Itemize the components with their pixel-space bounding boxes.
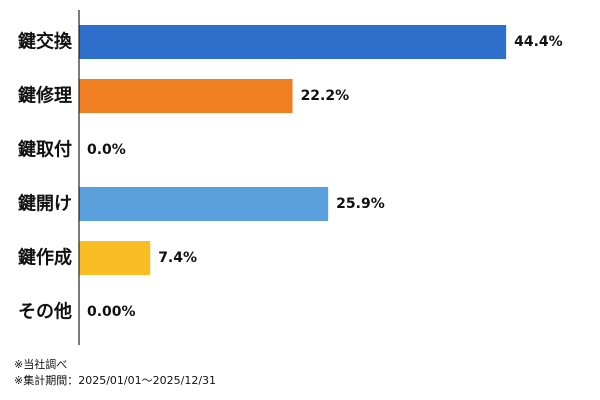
- category-label: その他: [18, 301, 72, 323]
- value-label: 0.0%: [87, 142, 126, 158]
- value-label: 7.4%: [158, 250, 197, 266]
- bar: [79, 187, 329, 221]
- bars-group: 鍵交換 44.4% 鍵修理 22.2% 鍵取付 0.0% 鍵開け 25.9% 鍵作成 7.4% その…: [18, 25, 563, 323]
- category-label: 鍵開け: [18, 193, 72, 215]
- footnote-source: ※当社調べ: [14, 358, 68, 371]
- bar: [79, 79, 293, 113]
- bar: [79, 241, 151, 275]
- category-label: 鍵修理: [18, 85, 72, 107]
- footnotes: ※当社調べ ※集計期間：2025/01/01〜2025/12/31: [14, 357, 216, 389]
- category-label: 鍵作成: [18, 247, 72, 269]
- bar: [79, 25, 507, 59]
- value-label: 0.00%: [87, 304, 136, 320]
- value-label: 44.4%: [514, 34, 563, 50]
- category-label: 鍵取付: [18, 139, 72, 161]
- value-label: 25.9%: [336, 196, 385, 212]
- value-label: 22.2%: [301, 88, 350, 104]
- category-label: 鍵交換: [18, 31, 73, 53]
- footnote-period: ※集計期間：2025/01/01〜2025/12/31: [14, 374, 217, 387]
- bar-chart: 鍵交換 44.4% 鍵修理 22.2% 鍵取付 0.0% 鍵開け 25.9% 鍵作成 7.4% その…: [18, 10, 563, 345]
